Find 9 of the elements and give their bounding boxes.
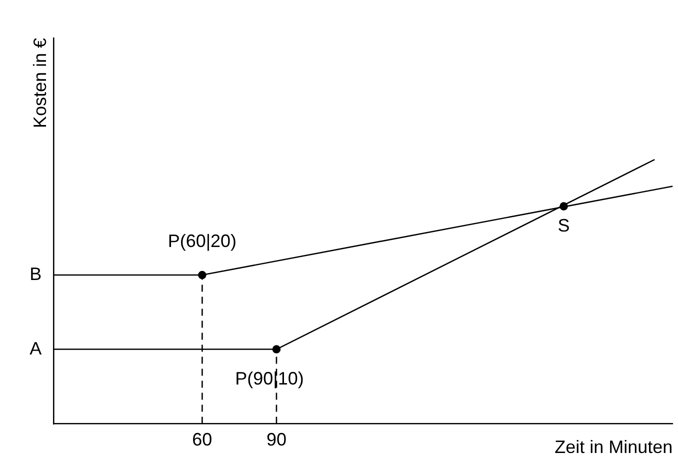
annotation: P(60|20) (168, 231, 237, 251)
x-tick-label: 90 (266, 430, 286, 450)
y-axis-title: Kosten in € (30, 38, 50, 128)
x-tick-label: 60 (192, 430, 212, 450)
annotation: A (30, 338, 42, 358)
x-axis-title: Zeit in Minuten (554, 437, 673, 458)
annotation: B (30, 264, 42, 284)
annotation: S (558, 215, 570, 236)
annotation: P(90|10) (235, 368, 304, 388)
